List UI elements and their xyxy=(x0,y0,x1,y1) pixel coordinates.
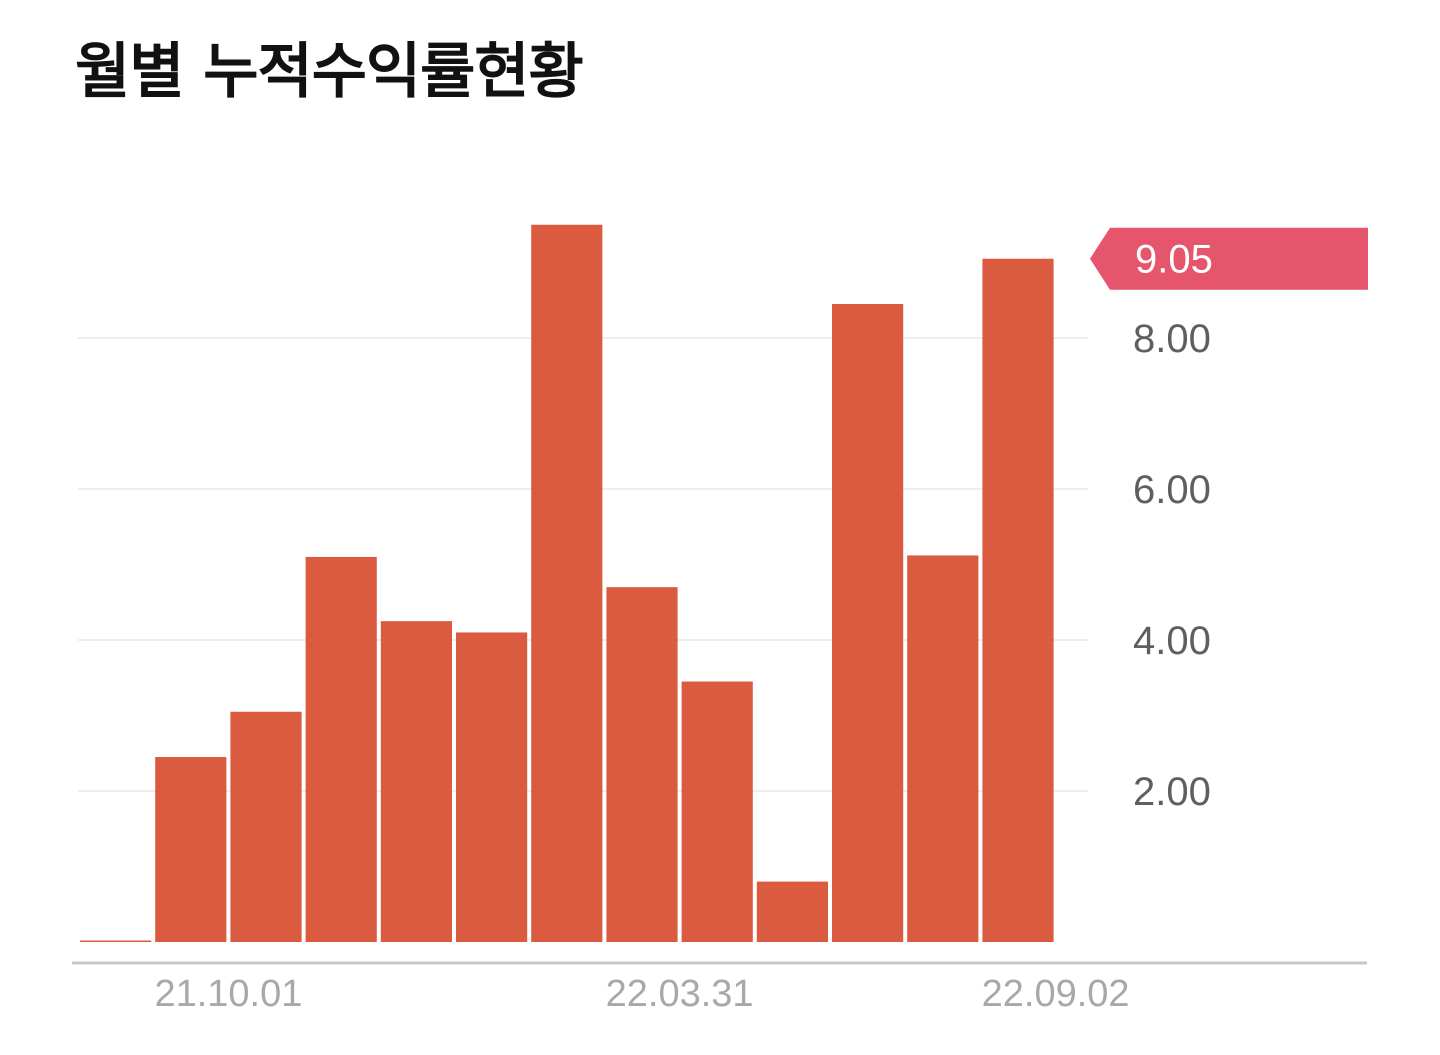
bar xyxy=(832,304,904,942)
bar xyxy=(230,711,302,942)
x-tick-label: 21.10.01 xyxy=(154,973,302,1015)
chart-title: 월별 누적수익률현황 xyxy=(75,37,584,107)
x-tick-label: 22.03.31 xyxy=(606,973,754,1015)
bar xyxy=(681,681,753,942)
bar xyxy=(456,632,528,942)
x-tick-label: 22.09.02 xyxy=(982,973,1130,1015)
y-axis-labels: 2.00 4.00 6.00 8.00 xyxy=(1133,317,1211,814)
y-tick-label: 2.00 xyxy=(1133,770,1211,814)
bar xyxy=(531,224,603,942)
last-value-label: 9.05 xyxy=(1135,238,1213,282)
y-tick-label: 8.00 xyxy=(1133,317,1211,361)
y-tick-label: 6.00 xyxy=(1133,468,1211,512)
bar xyxy=(305,556,377,942)
x-axis-labels: 21.10.01 22.03.31 22.09.02 xyxy=(154,973,1129,1015)
bar xyxy=(80,940,152,942)
last-value-flag: 9.05 xyxy=(1090,227,1368,290)
bar xyxy=(907,555,979,942)
bar xyxy=(155,757,227,942)
bars xyxy=(80,224,1054,943)
bar xyxy=(756,881,828,942)
last-value-flag-shape xyxy=(1090,227,1368,290)
bar xyxy=(606,587,678,942)
bar xyxy=(380,621,452,942)
y-tick-label: 4.00 xyxy=(1133,619,1211,663)
bar xyxy=(982,258,1054,943)
